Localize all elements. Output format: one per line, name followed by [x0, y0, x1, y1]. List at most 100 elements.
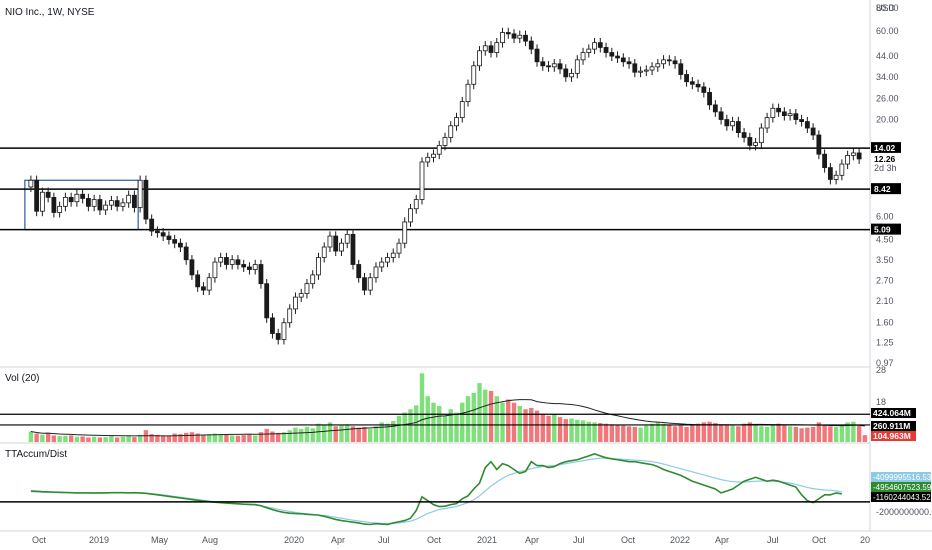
- candle-body[interactable]: [304, 283, 310, 294]
- candle-body[interactable]: [298, 293, 304, 298]
- candle-body[interactable]: [488, 45, 494, 53]
- volume-bar[interactable]: [517, 406, 522, 442]
- volume-bar[interactable]: [626, 426, 632, 442]
- candle-body[interactable]: [850, 152, 856, 156]
- candle-body[interactable]: [114, 200, 120, 207]
- volume-bar[interactable]: [638, 427, 643, 442]
- candle-body[interactable]: [609, 52, 615, 57]
- volume-bar[interactable]: [575, 419, 580, 442]
- volume-bar[interactable]: [132, 437, 137, 442]
- candle-body[interactable]: [333, 235, 339, 252]
- volume-bar[interactable]: [155, 434, 160, 442]
- volume-bar[interactable]: [753, 424, 758, 442]
- volume-bar[interactable]: [241, 435, 246, 442]
- candle-body[interactable]: [511, 33, 517, 39]
- volume-bar[interactable]: [511, 402, 517, 442]
- candle-body[interactable]: [603, 47, 609, 53]
- candle-body[interactable]: [344, 233, 350, 244]
- candle-body[interactable]: [189, 259, 195, 276]
- candle-body[interactable]: [810, 127, 816, 136]
- volume-bar[interactable]: [316, 423, 321, 442]
- volume-bar[interactable]: [500, 402, 505, 442]
- candle-body[interactable]: [546, 65, 551, 68]
- volume-bar[interactable]: [557, 417, 563, 442]
- candle-body[interactable]: [494, 42, 500, 53]
- volume-bar[interactable]: [523, 409, 528, 442]
- ttaccum-line[interactable]: [30, 453, 843, 526]
- candle-body[interactable]: [264, 283, 270, 319]
- candle-body[interactable]: [597, 42, 603, 48]
- volume-bar[interactable]: [713, 423, 718, 442]
- candle-body[interactable]: [160, 232, 166, 237]
- candle-body[interactable]: [781, 111, 787, 117]
- volume-bar[interactable]: [707, 421, 712, 442]
- volume-bar[interactable]: [609, 424, 614, 442]
- candle-body[interactable]: [281, 322, 287, 340]
- volume-bar[interactable]: [839, 424, 845, 442]
- candle-body[interactable]: [287, 308, 293, 324]
- candle-body[interactable]: [724, 119, 730, 127]
- candle-body[interactable]: [206, 277, 212, 291]
- volume-bar[interactable]: [695, 423, 701, 442]
- volume-bar[interactable]: [569, 418, 574, 442]
- candle-body[interactable]: [120, 202, 126, 207]
- candle-body[interactable]: [695, 83, 701, 88]
- candle-body[interactable]: [241, 264, 247, 268]
- candle-body[interactable]: [580, 52, 586, 61]
- candle-body[interactable]: [212, 261, 218, 279]
- volume-bar[interactable]: [810, 426, 816, 442]
- volume-bar[interactable]: [68, 435, 74, 442]
- volume-bar[interactable]: [327, 422, 333, 442]
- candle-body[interactable]: [442, 137, 448, 146]
- volume-bar[interactable]: [845, 422, 850, 442]
- volume-bar[interactable]: [28, 431, 34, 442]
- volume-bar[interactable]: [546, 415, 551, 442]
- candle-body[interactable]: [482, 45, 488, 52]
- volume-bar[interactable]: [86, 437, 91, 442]
- candle-body[interactable]: [178, 242, 183, 248]
- candle-body[interactable]: [661, 59, 666, 65]
- volume-bar[interactable]: [741, 423, 747, 442]
- volume-bar[interactable]: [126, 436, 131, 442]
- volume-bar[interactable]: [782, 425, 787, 442]
- volume-bar[interactable]: [166, 435, 172, 442]
- candle-body[interactable]: [574, 59, 580, 74]
- volume-bar[interactable]: [345, 424, 350, 442]
- candle-body[interactable]: [362, 277, 367, 291]
- volume-bar[interactable]: [252, 435, 258, 442]
- volume-bar[interactable]: [379, 422, 384, 442]
- volume-bar[interactable]: [425, 396, 430, 442]
- candle-body[interactable]: [500, 32, 505, 44]
- volume-bar[interactable]: [684, 426, 689, 442]
- candle-body[interactable]: [293, 296, 298, 310]
- volume-bar[interactable]: [799, 428, 804, 442]
- volume-bar[interactable]: [494, 396, 499, 442]
- volume-bar[interactable]: [97, 437, 103, 442]
- candle-body[interactable]: [408, 208, 413, 223]
- volume-bar[interactable]: [201, 434, 206, 442]
- volume-bar[interactable]: [460, 402, 465, 442]
- candle-body[interactable]: [833, 174, 839, 180]
- volume-bar[interactable]: [770, 424, 776, 442]
- volume-bar[interactable]: [281, 432, 287, 442]
- candle-body[interactable]: [45, 191, 51, 198]
- candle-body[interactable]: [563, 68, 569, 78]
- candle-body[interactable]: [735, 121, 741, 134]
- candle-body[interactable]: [339, 242, 344, 252]
- candle-body[interactable]: [534, 48, 540, 63]
- candle-body[interactable]: [626, 61, 632, 65]
- volume-bar[interactable]: [833, 426, 839, 442]
- volume-bar[interactable]: [322, 424, 327, 442]
- volume-bar[interactable]: [414, 405, 419, 442]
- candle-body[interactable]: [396, 242, 402, 254]
- candle-body[interactable]: [327, 235, 333, 248]
- volume-pane-title[interactable]: Vol (20): [5, 373, 39, 384]
- candle-body[interactable]: [34, 179, 40, 212]
- volume-bar[interactable]: [287, 430, 292, 442]
- candle-body[interactable]: [229, 259, 235, 265]
- candle-body[interactable]: [638, 70, 643, 73]
- candle-body[interactable]: [258, 264, 264, 285]
- candle-body[interactable]: [218, 257, 224, 263]
- volume-bar[interactable]: [396, 415, 402, 442]
- candle-body[interactable]: [316, 257, 321, 276]
